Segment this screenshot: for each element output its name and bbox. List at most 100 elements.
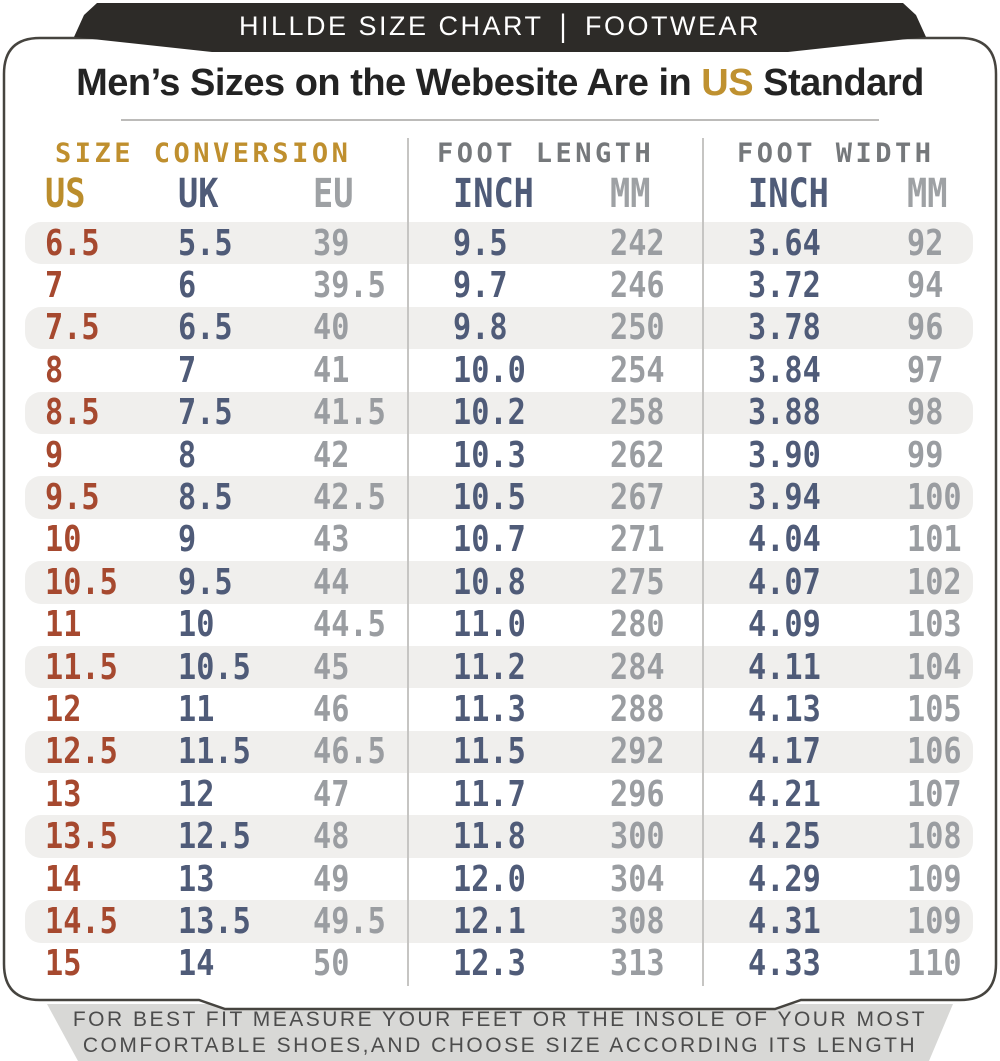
- table-row: 14 13 49 12.0 304 4.29 109: [25, 858, 973, 900]
- header-tab-shape: [74, 3, 926, 52]
- cell: 308: [610, 900, 665, 942]
- cell: 11: [178, 688, 215, 730]
- cell: 3.64: [748, 222, 821, 264]
- cell: 14: [45, 858, 82, 900]
- column-header-eu-2: EU: [313, 171, 354, 217]
- cell: 102: [907, 561, 962, 603]
- table-row: 8.5 7.5 41.5 10.2 258 3.88 98: [25, 391, 973, 434]
- cell: 284: [610, 646, 665, 688]
- cell: 12.5: [178, 816, 251, 858]
- cell: 12.1: [453, 900, 526, 942]
- cell: 300: [610, 816, 665, 858]
- column-header-mm-6: MM: [907, 171, 948, 217]
- cell: 4.04: [748, 519, 821, 561]
- cell: 4.17: [748, 731, 821, 773]
- cell: 304: [610, 858, 665, 900]
- cell: 10.5: [45, 561, 118, 603]
- cell: 11.5: [453, 731, 526, 773]
- cell: 13.5: [45, 816, 118, 858]
- footer-line-1: FOR BEST FIT MEASURE YOUR FEET OR THE IN…: [72, 1008, 928, 1031]
- cell: 109: [907, 900, 962, 942]
- cell: 11.7: [453, 773, 526, 815]
- cell: 6.5: [45, 222, 100, 264]
- cell: 3.88: [748, 392, 821, 434]
- cell: 11.5: [45, 646, 118, 688]
- cell: 4.33: [748, 943, 821, 985]
- cell: 43: [313, 519, 350, 561]
- cell: 13: [178, 858, 215, 900]
- table-row: 9.5 8.5 42.5 10.5 267 3.94 100: [25, 476, 973, 519]
- cell: 8.5: [178, 477, 233, 519]
- cell: 9.8: [453, 307, 508, 349]
- cell: 3.72: [748, 265, 821, 307]
- cell: 11.3: [453, 688, 526, 730]
- cell: 8.5: [45, 392, 100, 434]
- table-row: 7.5 6.5 40 9.8 250 3.78 96: [25, 306, 973, 350]
- category-title: FOOTWEAR: [585, 11, 762, 41]
- banner-separator: |: [559, 8, 570, 44]
- section-foot-width: FOOT WIDTH: [737, 138, 935, 169]
- table-row: 12.5 11.5 46.5 11.5 292 4.17 106: [25, 730, 973, 774]
- cell: 9: [178, 519, 197, 561]
- cell: 9.5: [45, 477, 100, 519]
- section-divider-2: [702, 138, 704, 986]
- cell: 4.25: [748, 816, 821, 858]
- cell: 13.5: [178, 900, 251, 942]
- cell: 7: [178, 349, 197, 391]
- section-divider-1: [407, 138, 409, 986]
- table-row: 14.5 13.5 49.5 12.1 308 4.31 109: [25, 900, 973, 943]
- cell: 98: [907, 392, 944, 434]
- cell: 39.5: [313, 265, 386, 307]
- cell: 12.0: [453, 858, 526, 900]
- column-header-inch-3: INCH: [453, 171, 534, 217]
- footer-note: FOR BEST FIT MEASURE YOUR FEET OR THE IN…: [0, 1007, 1000, 1059]
- cell: 41: [313, 349, 350, 391]
- cell: 10: [45, 519, 82, 561]
- cell: 105: [907, 688, 962, 730]
- cell: 10.7: [453, 519, 526, 561]
- cell: 40: [313, 307, 350, 349]
- cell: 4.11: [748, 646, 821, 688]
- cell: 9.5: [453, 222, 508, 264]
- cell: 110: [907, 943, 962, 985]
- cell: 258: [610, 392, 665, 434]
- cell: 6.5: [178, 307, 233, 349]
- cell: 44: [313, 561, 350, 603]
- cell: 3.90: [748, 434, 821, 476]
- cell: 48: [313, 816, 350, 858]
- cell: 14.5: [45, 900, 118, 942]
- cell: 11.8: [453, 816, 526, 858]
- table-row: 13 12 47 11.7 296 4.21 107: [25, 773, 973, 815]
- cell: 109: [907, 858, 962, 900]
- cell: 50: [313, 943, 350, 985]
- title-suffix: Standard: [753, 62, 924, 104]
- cell: 9.7: [453, 265, 508, 307]
- cell: 275: [610, 561, 665, 603]
- cell: 11.2: [453, 646, 526, 688]
- brand-title: HILLDE SIZE CHART: [238, 11, 544, 41]
- column-header-mm-4: MM: [610, 171, 651, 217]
- cell: 14: [178, 943, 215, 985]
- cell: 100: [907, 477, 962, 519]
- cell: 8: [178, 434, 197, 476]
- cell: 313: [610, 943, 665, 985]
- cell: 46: [313, 688, 350, 730]
- cell: 7.5: [45, 307, 100, 349]
- top-banner: HILLDE SIZE CHART | FOOTWEAR: [0, 8, 1000, 44]
- cell: 288: [610, 688, 665, 730]
- cell: 42.5: [313, 477, 386, 519]
- cell: 280: [610, 604, 665, 646]
- cell: 3.78: [748, 307, 821, 349]
- footer-bar-shape: [47, 1004, 953, 1061]
- cell: 296: [610, 773, 665, 815]
- cell: 4.29: [748, 858, 821, 900]
- size-table: 6.5 5.5 39 9.5 242 3.64 92 7 6 39.5 9.7 246 3.72 94 7.…: [25, 222, 973, 985]
- cell: 101: [907, 519, 962, 561]
- table-row: 11.5 10.5 45 11.2 284 4.11 104: [25, 645, 973, 689]
- cell: 10.5: [453, 477, 526, 519]
- cell: 246: [610, 265, 665, 307]
- cell: 4.09: [748, 604, 821, 646]
- cell: 49.5: [313, 900, 386, 942]
- cell: 242: [610, 222, 665, 264]
- cell: 4.13: [748, 688, 821, 730]
